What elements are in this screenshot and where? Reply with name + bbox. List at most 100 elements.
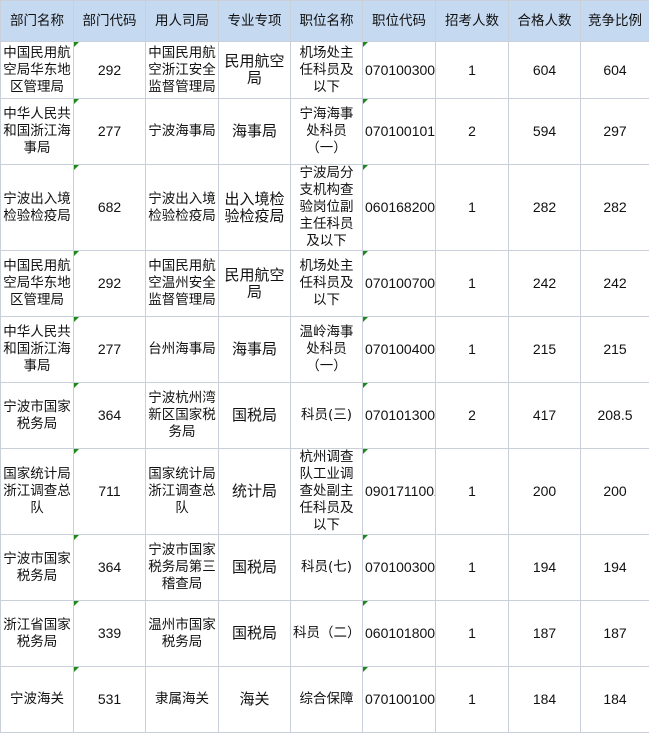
cell-dept-code[interactable]: 339 xyxy=(74,601,146,667)
cell-dept-name[interactable]: 国家统计局浙江调查总队 xyxy=(1,449,74,535)
cell-hire-count[interactable]: 2 xyxy=(436,99,509,165)
cell-position-name[interactable]: 温岭海事处科员（一） xyxy=(291,317,363,383)
cell-specialty[interactable]: 民用航空局 xyxy=(219,251,291,317)
cell-competition-ratio[interactable]: 297 xyxy=(581,99,649,165)
cell-dept-code[interactable]: 531 xyxy=(74,667,146,733)
cell-position-code[interactable]: 0901711002 xyxy=(363,449,436,535)
cell-qualified-count[interactable]: 282 xyxy=(509,165,581,251)
cell-specialty[interactable]: 民用航空局 xyxy=(219,42,291,99)
cell-competition-ratio[interactable]: 184 xyxy=(581,667,649,733)
cell-dept-name[interactable]: 中华人民共和国浙江海事局 xyxy=(1,99,74,165)
cell-qualified-count[interactable]: 604 xyxy=(509,42,581,99)
cell-competition-ratio[interactable]: 215 xyxy=(581,317,649,383)
cell-bureau[interactable]: 宁波市国家税务局第三稽查局 xyxy=(146,535,219,601)
cell-dept-name[interactable]: 宁波海关 xyxy=(1,667,74,733)
cell-position-code[interactable]: 0701003003 xyxy=(363,42,436,99)
cell-qualified-count[interactable]: 187 xyxy=(509,601,581,667)
cell-specialty[interactable]: 出入境检验检疫局 xyxy=(219,165,291,251)
cell-hire-count[interactable]: 2 xyxy=(436,383,509,449)
cell-qualified-count[interactable]: 200 xyxy=(509,449,581,535)
cell-position-name[interactable]: 机场处主任科员及以下 xyxy=(291,42,363,99)
cell-position-name[interactable]: 综合保障 xyxy=(291,667,363,733)
cell-specialty[interactable]: 国税局 xyxy=(219,383,291,449)
cell-bureau[interactable]: 台州海事局 xyxy=(146,317,219,383)
cell-dept-code[interactable]: 292 xyxy=(74,42,146,99)
cell-position-name[interactable]: 机场处主任科员及以下 xyxy=(291,251,363,317)
cell-specialty[interactable]: 海事局 xyxy=(219,317,291,383)
cell-bureau[interactable]: 宁波海事局 xyxy=(146,99,219,165)
cell-hire-count[interactable]: 1 xyxy=(436,42,509,99)
cell-position-name[interactable]: 宁海海事处科员（一） xyxy=(291,99,363,165)
cell-competition-ratio[interactable]: 194 xyxy=(581,535,649,601)
cell-dept-code[interactable]: 277 xyxy=(74,99,146,165)
cell-hire-count[interactable]: 1 xyxy=(436,165,509,251)
cell-position-code[interactable]: 0601682004 xyxy=(363,165,436,251)
cell-qualified-count[interactable]: 194 xyxy=(509,535,581,601)
cell-qualified-count[interactable]: 184 xyxy=(509,667,581,733)
cell-competition-ratio[interactable]: 208.5 xyxy=(581,383,649,449)
cell-position-name[interactable]: 杭州调查队工业调查处副主任科员及以下 xyxy=(291,449,363,535)
cell-position-code[interactable]: 0701003007 xyxy=(363,535,436,601)
cell-qualified-count[interactable]: 594 xyxy=(509,99,581,165)
cell-position-name[interactable]: 科员（二） xyxy=(291,601,363,667)
cell-specialty[interactable]: 统计局 xyxy=(219,449,291,535)
cell-bureau[interactable]: 隶属海关 xyxy=(146,667,219,733)
cell-dept-name[interactable]: 中华人民共和国浙江海事局 xyxy=(1,317,74,383)
cell-position-code[interactable]: 0701007001 xyxy=(363,251,436,317)
cell-position-name[interactable]: 科员(三) xyxy=(291,383,363,449)
cell-position-name[interactable]: 科员(七) xyxy=(291,535,363,601)
cell-position-code[interactable]: 0701013003 xyxy=(363,383,436,449)
cell-position-code[interactable]: 0701001003 xyxy=(363,667,436,733)
cell-bureau[interactable]: 宁波出入境检验检疫局 xyxy=(146,165,219,251)
cell-specialty[interactable]: 海事局 xyxy=(219,99,291,165)
cell-dept-name[interactable]: 中国民用航空局华东地区管理局 xyxy=(1,251,74,317)
header-qualified-count: 合格人数 xyxy=(509,1,581,42)
cell-dept-name[interactable]: 宁波市国家税务局 xyxy=(1,535,74,601)
cell-dept-code[interactable]: 364 xyxy=(74,383,146,449)
header-competition-ratio: 竞争比例 xyxy=(581,1,649,42)
cell-competition-ratio[interactable]: 187 xyxy=(581,601,649,667)
cell-specialty[interactable]: 海关 xyxy=(219,667,291,733)
cell-hire-count[interactable]: 1 xyxy=(436,667,509,733)
cell-qualified-count[interactable]: 417 xyxy=(509,383,581,449)
cell-position-code[interactable]: 0701004008 xyxy=(363,317,436,383)
cell-bureau[interactable]: 国家统计局浙江调查总队 xyxy=(146,449,219,535)
cell-bureau[interactable]: 中国民用航空温州安全监督管理局 xyxy=(146,251,219,317)
cell-dept-code[interactable]: 364 xyxy=(74,535,146,601)
cell-specialty[interactable]: 国税局 xyxy=(219,535,291,601)
cell-competition-ratio[interactable]: 282 xyxy=(581,165,649,251)
cell-competition-ratio[interactable]: 200 xyxy=(581,449,649,535)
cell-hire-count[interactable]: 1 xyxy=(436,449,509,535)
cell-position-code[interactable]: 0701001012 xyxy=(363,99,436,165)
header-bureau: 用人司局 xyxy=(146,1,219,42)
cell-dept-code[interactable]: 292 xyxy=(74,251,146,317)
cell-bureau[interactable]: 温州市国家税务局 xyxy=(146,601,219,667)
cell-dept-code[interactable]: 711 xyxy=(74,449,146,535)
cell-hire-count[interactable]: 1 xyxy=(436,601,509,667)
cell-dept-name[interactable]: 浙江省国家税务局 xyxy=(1,601,74,667)
cell-competition-ratio[interactable]: 242 xyxy=(581,251,649,317)
cell-hire-count[interactable]: 1 xyxy=(436,251,509,317)
cell-position-code[interactable]: 0601018002 xyxy=(363,601,436,667)
cell-competition-ratio[interactable]: 604 xyxy=(581,42,649,99)
cell-dept-name[interactable]: 宁波市国家税务局 xyxy=(1,383,74,449)
cell-hire-count[interactable]: 1 xyxy=(436,317,509,383)
cell-dept-code[interactable]: 682 xyxy=(74,165,146,251)
cell-dept-name[interactable]: 宁波出入境检验检疫局 xyxy=(1,165,74,251)
cell-bureau[interactable]: 中国民用航空浙江安全监督管理局 xyxy=(146,42,219,99)
header-position-name: 职位名称 xyxy=(291,1,363,42)
cell-qualified-count[interactable]: 215 xyxy=(509,317,581,383)
cell-hire-count[interactable]: 1 xyxy=(436,535,509,601)
cell-qualified-count[interactable]: 242 xyxy=(509,251,581,317)
cell-dept-code[interactable]: 277 xyxy=(74,317,146,383)
cell-dept-name[interactable]: 中国民用航空局华东地区管理局 xyxy=(1,42,74,99)
cell-specialty[interactable]: 国税局 xyxy=(219,601,291,667)
cell-position-name[interactable]: 宁波局分支机构查验岗位副主任科员及以下 xyxy=(291,165,363,251)
cell-bureau[interactable]: 宁波杭州湾新区国家税务局 xyxy=(146,383,219,449)
